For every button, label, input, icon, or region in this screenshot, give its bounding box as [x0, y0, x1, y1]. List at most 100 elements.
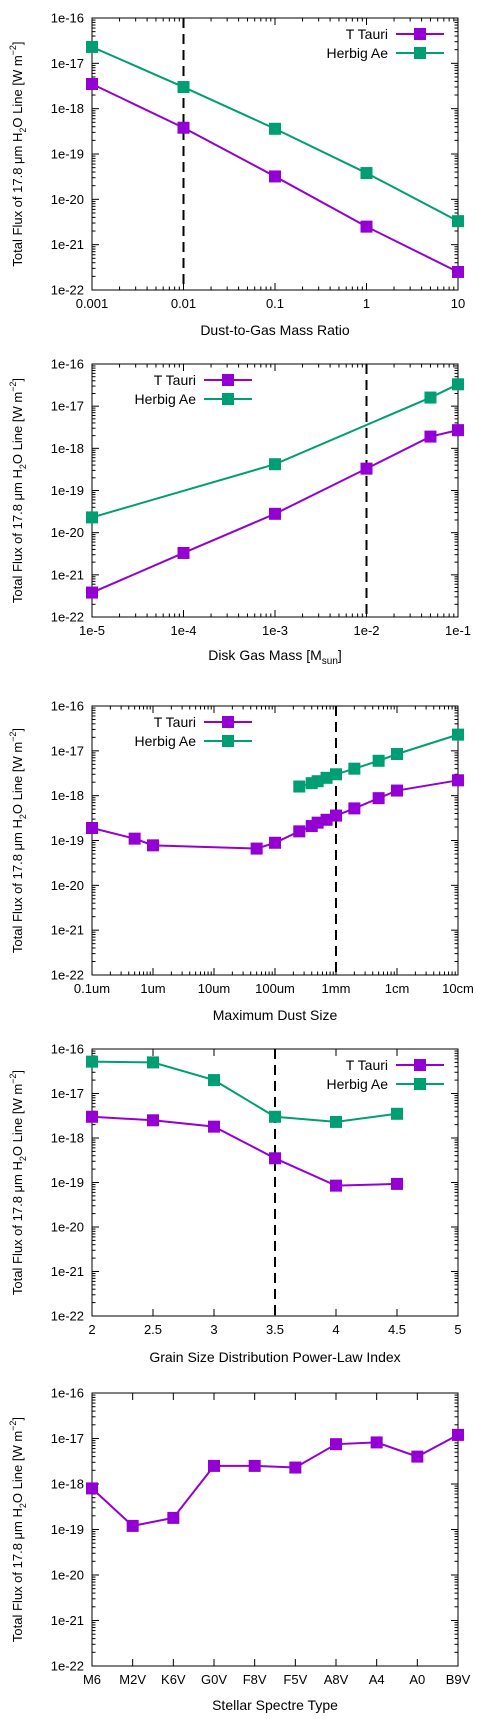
x-tick-label: 1e-4 [170, 623, 196, 638]
data-point [269, 507, 281, 520]
y-tick-label: 1e-19 [51, 1522, 84, 1537]
y-tick-label: 1e-16 [51, 357, 84, 372]
data-point [86, 1055, 98, 1068]
y-tick-label: 1e-22 [51, 610, 84, 625]
data-point [370, 1436, 383, 1449]
x-tick-label: 3 [210, 1322, 217, 1337]
data-point [391, 784, 403, 797]
data-point [360, 167, 373, 180]
data-point [452, 424, 464, 437]
legend-label: Herbig Ae [327, 1076, 389, 1092]
legend-label: Herbig Ae [327, 45, 389, 61]
y-tick-label: 1e-20 [51, 1220, 84, 1235]
x-tick-label: 0.01 [171, 296, 196, 311]
series-line [91, 1434, 459, 1527]
y-axis-label: Total Flux of 17.8 μm H2O Line [W m−2] [8, 1070, 28, 1295]
panel-4: 1e-22 1e-21 1e-20 1e-19 1e-18 1e-17 1e-16 2 2.5 3… [8, 1042, 462, 1366]
data-point [269, 1152, 281, 1165]
y-tick-label: 1e-17 [51, 1431, 84, 1446]
data-point [86, 511, 98, 524]
y-tick-label: 1e-18 [51, 101, 84, 116]
x-tick-label: 1e-3 [262, 623, 288, 638]
legend-marker [222, 393, 234, 405]
x-tick-label: 1e-1 [445, 623, 471, 638]
legend-label: T Tauri [154, 714, 196, 730]
legend-label: T Tauri [346, 1057, 388, 1073]
y-tick-label: 1e-17 [51, 1086, 84, 1101]
y-axis-label: Total Flux of 17.8 μm H2O Line [W m−2] [8, 728, 28, 953]
data-point [330, 1115, 342, 1128]
y-tick-label: 1e-18 [51, 1131, 84, 1146]
data-point [452, 1428, 464, 1441]
y-tick-label: 1e-21 [51, 237, 84, 252]
y-tick-label: 1e-21 [51, 1264, 84, 1279]
x-tick-label: G0V [201, 1672, 227, 1687]
y-tick-label: 1e-22 [51, 283, 84, 298]
data-point [320, 813, 333, 826]
data-point [86, 78, 98, 91]
x-tick-label: M6 [83, 1672, 101, 1687]
x-tick-label: 4.5 [388, 1322, 406, 1337]
data-point [372, 792, 385, 805]
data-point [86, 40, 98, 53]
y-tick-label: 1e-19 [51, 833, 84, 848]
series-line [91, 1115, 398, 1187]
y-tick-label: 1e-21 [51, 923, 84, 938]
data-point [86, 1110, 98, 1123]
legend-marker [414, 28, 426, 40]
data-point [269, 1110, 281, 1123]
y-tick-label: 1e-17 [51, 399, 84, 414]
x-tick-label: K6V [161, 1672, 186, 1687]
y-tick-label: 1e-16 [51, 1386, 84, 1401]
legend-label: Herbig Ae [135, 391, 197, 407]
x-tick-label: 4 [332, 1322, 339, 1337]
y-tick-label: 1e-20 [51, 1568, 84, 1583]
y-tick-label: 1e-17 [51, 743, 84, 758]
legend-marker [222, 374, 234, 386]
y-tick-label: 1e-20 [51, 878, 84, 893]
y-tick-label: 1e-22 [51, 1659, 84, 1674]
plot-frame [91, 17, 459, 291]
data-point [424, 391, 437, 404]
data-point [391, 1177, 403, 1190]
x-axis-label: Dust-to-Gas Mass Ratio [200, 322, 350, 338]
x-tick-label: 1e-2 [353, 623, 379, 638]
x-axis-label: Grain Size Distribution Power-Law Index [149, 1349, 400, 1365]
data-point [391, 1107, 403, 1120]
x-tick-label: 0.1 [266, 296, 284, 311]
data-point [391, 747, 403, 760]
x-tick-label: 5 [454, 1322, 461, 1337]
data-point [452, 215, 464, 228]
panel-5: 1e-22 1e-21 1e-20 1e-19 1e-18 1e-17 1e-16 M6 M2V… [8, 1386, 471, 1714]
data-point [177, 546, 190, 559]
data-point [269, 170, 281, 183]
y-tick-label: 1e-16 [51, 699, 84, 714]
data-point [452, 728, 464, 741]
y-tick-label: 1e-20 [51, 525, 84, 540]
y-tick-label: 1e-16 [51, 1042, 84, 1057]
data-point [372, 754, 385, 767]
x-tick-label: 2 [88, 1322, 95, 1337]
y-tick-label: 1e-19 [51, 483, 84, 498]
legend-label: Herbig Ae [135, 733, 197, 749]
data-point [208, 1074, 220, 1087]
y-tick-label: 1e-19 [51, 1175, 84, 1190]
y-tick-label: 1e-21 [51, 567, 84, 582]
x-tick-label: 10 [451, 296, 465, 311]
data-point [86, 1482, 98, 1495]
data-point [330, 1179, 342, 1192]
legend-marker [222, 735, 234, 747]
data-point [128, 832, 141, 845]
data-point [330, 809, 342, 822]
x-tick-label: 0.1um [74, 981, 110, 996]
data-point [86, 586, 98, 599]
data-point [208, 1459, 220, 1472]
data-point [248, 1459, 261, 1472]
y-tick-label: 1e-17 [51, 56, 84, 71]
y-axis-label: Total Flux of 17.8 μm H2O Line [W m−2] [8, 41, 28, 266]
y-tick-label: 1e-18 [51, 1477, 84, 1492]
legend-marker [414, 1078, 426, 1090]
y-tick-label: 1e-18 [51, 788, 84, 803]
x-tick-label: 3.5 [266, 1322, 284, 1337]
